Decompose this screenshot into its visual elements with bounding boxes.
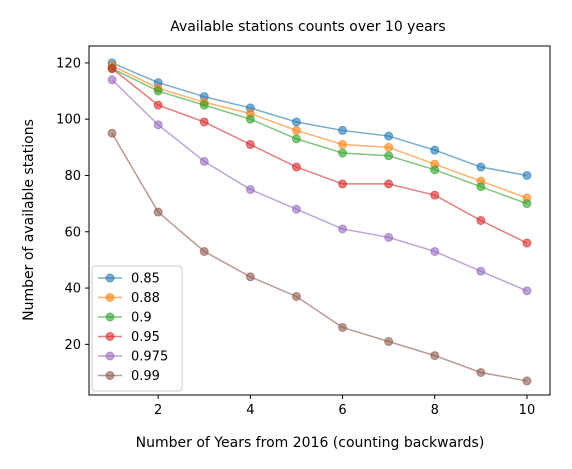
data-point <box>245 114 255 124</box>
data-point <box>291 125 301 135</box>
series-0.95 <box>107 64 532 248</box>
data-point <box>199 156 209 166</box>
y-tick-label: 40 <box>64 282 81 297</box>
data-point <box>384 142 394 152</box>
legend-entry: 0.88 <box>98 291 160 306</box>
x-axis-label: Number of Years from 2016 (counting back… <box>136 435 485 451</box>
x-tick-label: 4 <box>246 403 254 418</box>
legend-label: 0.99 <box>131 369 160 384</box>
legend-entry: 0.95 <box>98 330 160 345</box>
data-point <box>245 272 255 282</box>
data-point <box>107 128 117 138</box>
y-tick-label: 60 <box>64 225 81 240</box>
x-tick-label: 2 <box>154 403 162 418</box>
y-tick-label: 20 <box>64 338 81 353</box>
data-point <box>153 100 163 110</box>
data-point <box>430 246 440 256</box>
data-point <box>338 224 348 234</box>
y-axis-label: Number of available stations <box>21 119 37 321</box>
data-point <box>338 179 348 189</box>
legend-label: 0.85 <box>131 272 160 287</box>
data-point <box>291 291 301 301</box>
data-point <box>107 75 117 85</box>
data-point <box>522 286 532 296</box>
data-point <box>476 216 486 225</box>
legend-label: 0.95 <box>131 330 160 345</box>
series-line <box>111 79 528 292</box>
legend-marker <box>105 371 115 380</box>
x-tick-label: 10 <box>519 403 536 418</box>
x-tick-label: 6 <box>338 403 346 418</box>
plot-marks <box>107 58 532 386</box>
legend-label: 0.9 <box>131 311 152 326</box>
legend-marker <box>105 332 115 341</box>
data-point <box>430 351 440 361</box>
series-0.88 <box>107 61 532 203</box>
series-line <box>111 67 528 205</box>
data-point <box>153 120 163 130</box>
data-point <box>384 179 394 189</box>
data-point <box>199 117 209 127</box>
series-0.99 <box>107 128 532 386</box>
y-tick-label: 120 <box>56 56 81 71</box>
data-point <box>338 140 348 150</box>
data-point <box>245 140 255 150</box>
series-0.85 <box>107 58 532 180</box>
data-point <box>476 162 486 172</box>
series-line <box>111 67 528 244</box>
data-point <box>338 125 348 135</box>
data-point <box>384 232 394 242</box>
x-tick-label: 8 <box>431 403 439 418</box>
data-point <box>430 145 440 155</box>
series-line <box>111 62 528 177</box>
legend-entry: 0.975 <box>98 350 168 365</box>
data-point <box>476 367 486 377</box>
plot-frame <box>88 45 551 396</box>
axis-ticks: 2 4 6 8 10 20 40 60 80 100 120 <box>56 56 535 418</box>
data-point <box>245 185 255 195</box>
data-point <box>291 134 301 144</box>
data-point <box>291 117 301 127</box>
data-point <box>338 322 348 332</box>
legend-label: 0.88 <box>131 291 160 306</box>
data-point <box>384 151 394 161</box>
legend-marker <box>105 273 115 283</box>
data-point <box>199 246 209 256</box>
data-point <box>338 148 348 158</box>
data-point <box>430 190 440 200</box>
data-point <box>107 64 117 74</box>
data-point <box>153 207 163 217</box>
data-point <box>384 131 394 141</box>
data-point <box>522 199 532 209</box>
data-point <box>291 162 301 172</box>
data-point <box>384 337 394 347</box>
legend-label: 0.975 <box>131 350 168 365</box>
series-0.975 <box>107 75 532 296</box>
chart-title: Available stations counts over 10 years <box>170 19 445 35</box>
y-tick-label: 100 <box>56 113 81 128</box>
data-point <box>522 170 532 180</box>
legend-marker <box>105 312 115 322</box>
series-line <box>111 65 528 199</box>
y-tick-label: 80 <box>64 169 81 184</box>
data-point <box>476 182 486 192</box>
legend: 0.85 0.88 0.9 0.95 0.975 0.99 <box>91 265 183 392</box>
legend-entry: 0.99 <box>98 369 160 384</box>
data-point <box>522 238 532 248</box>
data-point <box>199 100 209 110</box>
legend-entry: 0.85 <box>98 272 160 287</box>
series-0.9 <box>107 64 532 209</box>
legend-marker <box>105 351 115 361</box>
data-point <box>476 266 486 276</box>
data-point <box>522 376 532 386</box>
legend-marker <box>105 293 115 302</box>
data-point <box>291 204 301 214</box>
legend-entry: 0.9 <box>98 311 152 326</box>
data-point <box>430 165 440 175</box>
data-point <box>153 86 163 96</box>
series-line <box>111 132 528 382</box>
